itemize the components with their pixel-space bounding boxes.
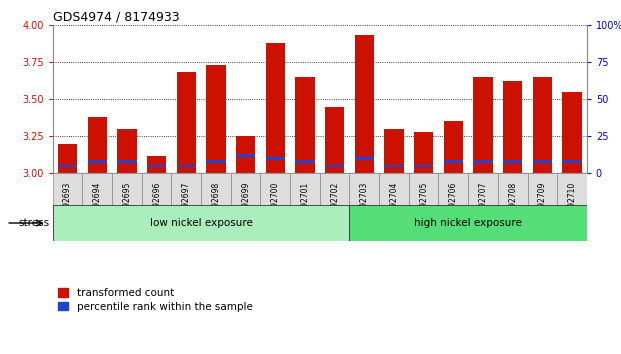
Bar — [147, 156, 166, 173]
Text: stress: stress — [19, 218, 50, 228]
Bar — [414, 165, 433, 167]
FancyBboxPatch shape — [379, 173, 409, 235]
Bar — [266, 157, 285, 160]
Bar — [533, 160, 552, 163]
FancyBboxPatch shape — [112, 173, 142, 235]
Bar — [384, 129, 404, 173]
Bar — [355, 157, 374, 160]
Bar — [296, 160, 315, 163]
FancyBboxPatch shape — [527, 173, 557, 235]
FancyBboxPatch shape — [498, 173, 527, 235]
FancyBboxPatch shape — [468, 173, 498, 235]
Text: GSM992693: GSM992693 — [63, 181, 72, 228]
Bar — [266, 42, 285, 173]
FancyBboxPatch shape — [557, 173, 587, 235]
FancyBboxPatch shape — [290, 173, 320, 235]
FancyBboxPatch shape — [438, 173, 468, 235]
Bar — [473, 77, 492, 173]
Bar — [443, 160, 463, 163]
Bar — [117, 160, 137, 163]
Text: GSM992703: GSM992703 — [360, 181, 369, 228]
Bar — [443, 121, 463, 173]
Text: GSM992696: GSM992696 — [152, 181, 161, 228]
Text: GSM992704: GSM992704 — [389, 181, 399, 228]
Bar — [325, 107, 344, 173]
FancyBboxPatch shape — [409, 173, 438, 235]
Bar — [414, 132, 433, 173]
Text: high nickel exposure: high nickel exposure — [414, 218, 522, 228]
Text: GSM992708: GSM992708 — [508, 181, 517, 228]
Text: GSM992694: GSM992694 — [93, 181, 102, 228]
FancyBboxPatch shape — [53, 173, 83, 235]
FancyBboxPatch shape — [231, 173, 260, 235]
Bar — [58, 165, 77, 167]
FancyBboxPatch shape — [142, 173, 171, 235]
FancyBboxPatch shape — [320, 173, 350, 235]
Bar — [88, 160, 107, 163]
Text: GSM992701: GSM992701 — [301, 181, 309, 228]
Bar — [296, 77, 315, 173]
Bar — [533, 77, 552, 173]
Bar — [384, 165, 404, 167]
Legend: transformed count, percentile rank within the sample: transformed count, percentile rank withi… — [58, 289, 253, 312]
Bar — [473, 160, 492, 163]
Text: GSM992695: GSM992695 — [122, 181, 132, 228]
FancyBboxPatch shape — [83, 173, 112, 235]
FancyBboxPatch shape — [260, 173, 290, 235]
Bar — [355, 35, 374, 173]
Text: GSM992709: GSM992709 — [538, 181, 547, 228]
Text: GDS4974 / 8174933: GDS4974 / 8174933 — [53, 11, 179, 24]
Text: GSM992699: GSM992699 — [241, 181, 250, 228]
FancyBboxPatch shape — [53, 205, 350, 241]
Bar — [147, 165, 166, 167]
Text: GSM992697: GSM992697 — [182, 181, 191, 228]
Bar — [176, 72, 196, 173]
Bar — [88, 117, 107, 173]
Bar — [563, 160, 582, 163]
Text: low nickel exposure: low nickel exposure — [150, 218, 253, 228]
FancyBboxPatch shape — [350, 173, 379, 235]
Bar — [58, 144, 77, 173]
Text: GSM992707: GSM992707 — [479, 181, 487, 228]
Bar — [563, 92, 582, 173]
Text: GSM992700: GSM992700 — [271, 181, 280, 228]
Bar — [206, 65, 225, 173]
Text: GSM992705: GSM992705 — [419, 181, 428, 228]
Text: GSM992702: GSM992702 — [330, 181, 339, 228]
Bar — [117, 129, 137, 173]
Text: GSM992706: GSM992706 — [449, 181, 458, 228]
Bar — [325, 165, 344, 167]
Bar — [236, 136, 255, 173]
Bar — [206, 160, 225, 163]
FancyBboxPatch shape — [350, 205, 587, 241]
Bar — [236, 154, 255, 157]
Text: GSM992698: GSM992698 — [212, 181, 220, 228]
FancyBboxPatch shape — [171, 173, 201, 235]
Bar — [176, 165, 196, 167]
Bar — [503, 160, 522, 163]
FancyBboxPatch shape — [201, 173, 231, 235]
Bar — [503, 81, 522, 173]
Text: GSM992710: GSM992710 — [568, 181, 576, 228]
